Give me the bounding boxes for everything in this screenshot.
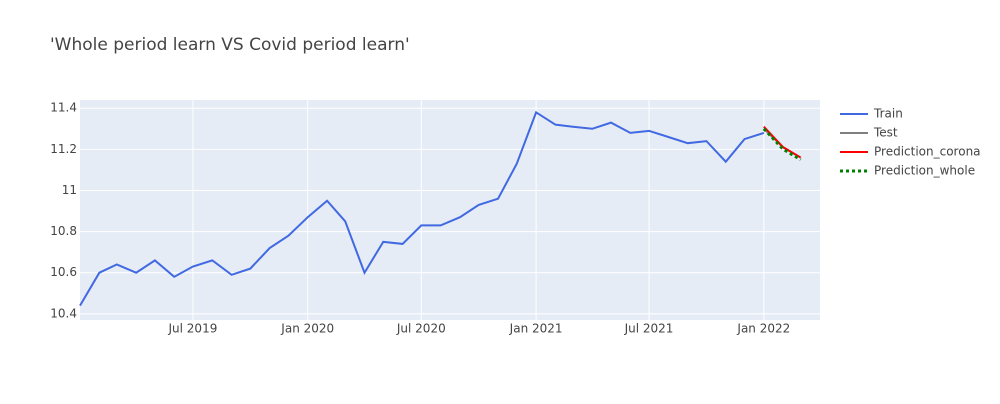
x-tick-label: Jul 2021 <box>624 322 674 336</box>
x-tick-label: Jan 2021 <box>509 322 563 336</box>
y-tick-label: 11 <box>62 183 77 197</box>
x-tick-label: Jul 2019 <box>168 322 218 336</box>
legend-label[interactable]: Test <box>873 126 898 140</box>
legend-label[interactable]: Prediction_corona <box>874 145 981 159</box>
y-tick-label: 11.2 <box>50 142 77 156</box>
y-tick-label: 11.4 <box>50 101 77 115</box>
legend-label[interactable]: Train <box>873 107 903 121</box>
legend-label[interactable]: Prediction_whole <box>874 164 975 178</box>
plot-area <box>80 100 820 320</box>
y-tick-label: 10.8 <box>50 224 77 238</box>
series-line <box>79 110 765 307</box>
x-tick-label: Jan 2020 <box>280 322 334 336</box>
y-tick-label: 10.6 <box>50 265 77 279</box>
chart-title: 'Whole period learn VS Covid period lear… <box>50 35 410 55</box>
x-tick-label: Jul 2020 <box>396 322 446 336</box>
x-tick-label: Jan 2022 <box>736 322 790 336</box>
y-tick-label: 10.4 <box>50 306 77 320</box>
